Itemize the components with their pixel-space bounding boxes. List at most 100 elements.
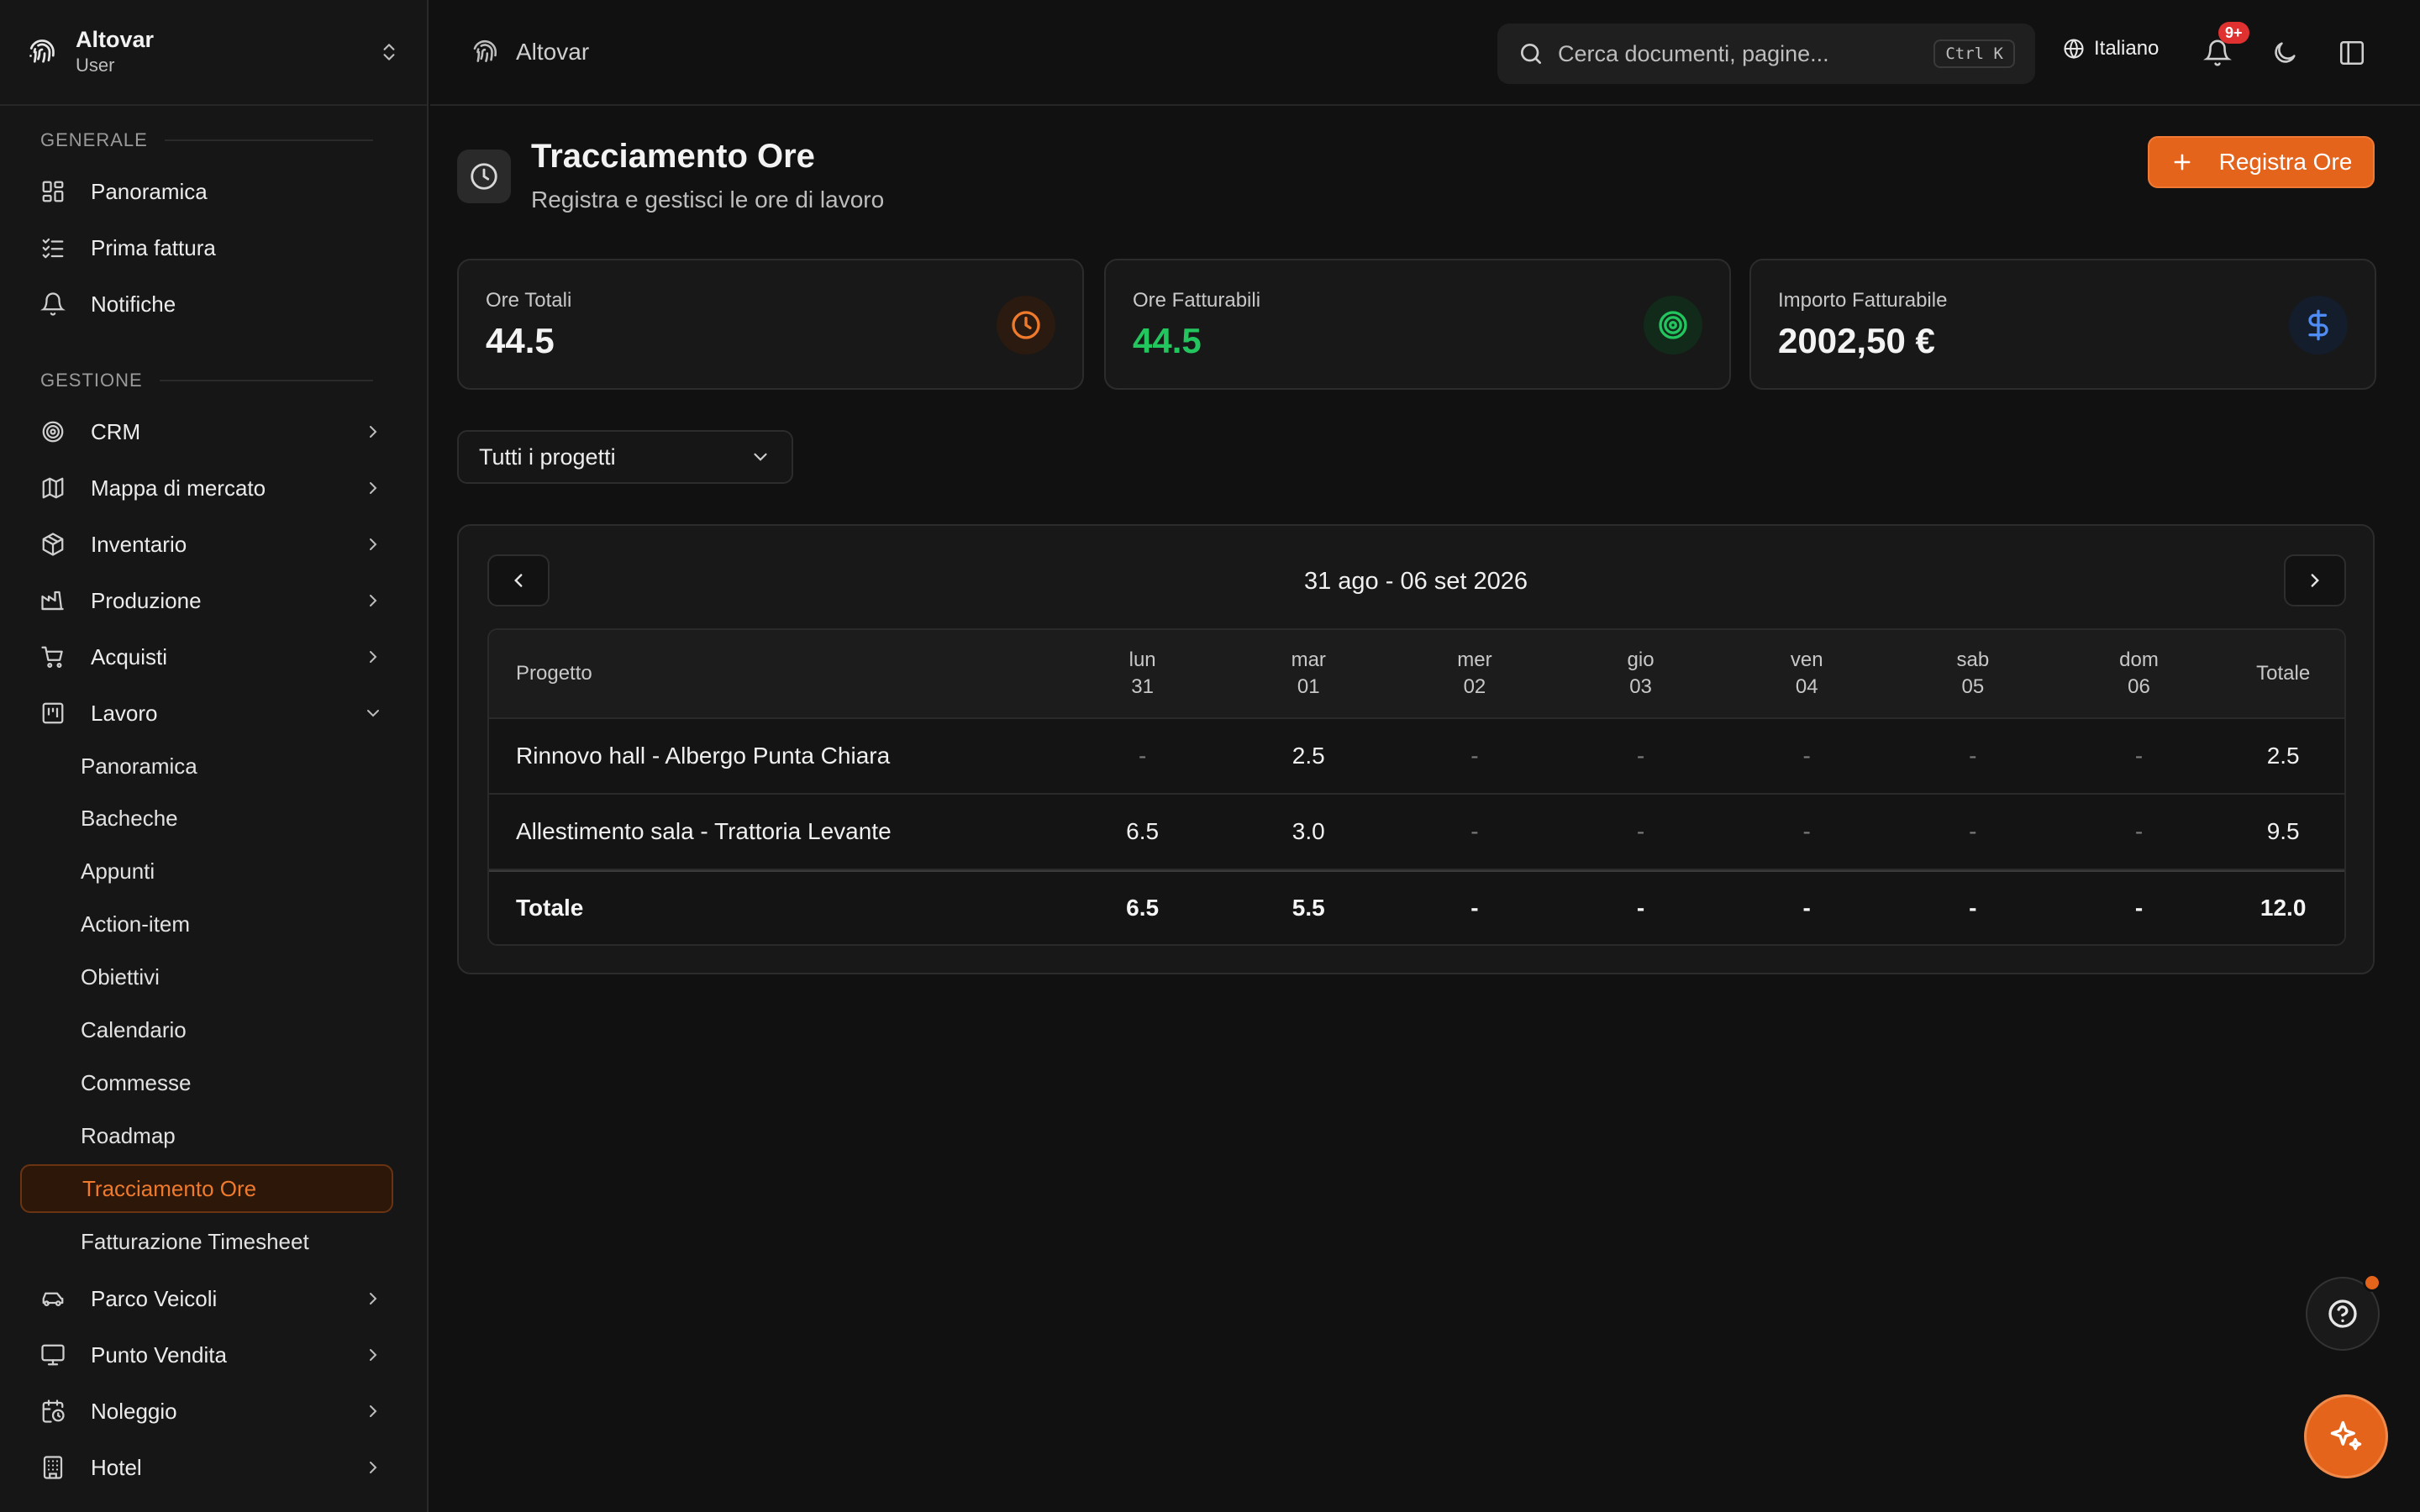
language-selector[interactable]: Italiano xyxy=(2062,37,2159,60)
previous-week-button[interactable] xyxy=(487,554,550,606)
stat-label: Ore Fatturabili xyxy=(1133,289,1261,312)
fingerprint-icon xyxy=(473,39,497,62)
hours-cell: 6.5 xyxy=(1126,818,1160,844)
column-header-day: gio 03 xyxy=(1627,648,1655,698)
plus-icon xyxy=(2174,154,2191,171)
clock-icon xyxy=(1012,311,1040,339)
package-icon xyxy=(42,533,64,556)
sidebar-subitem-roadmap[interactable]: Roadmap xyxy=(81,1122,176,1148)
table-row[interactable]: Allestimento sala - Trattoria Levante 6.… xyxy=(489,795,2344,870)
sidebar-item-acquisti[interactable]: Acquisti xyxy=(20,633,393,681)
workspace-name: Altovar xyxy=(76,27,155,52)
search-input[interactable] xyxy=(1558,40,1934,67)
stat-value: 2002,50 € xyxy=(1778,321,1935,360)
stat-card-billable-hours: Ore Fatturabili 44.5 xyxy=(1104,259,1731,390)
table-header: Progetto lun 31 mar 01 mer 02 gio 03 ven 04 s… xyxy=(489,630,2344,719)
chevron-right-icon xyxy=(370,595,377,606)
chevron-right-icon xyxy=(370,1293,377,1305)
sidebar-item-noleggio[interactable]: Noleggio xyxy=(20,1387,393,1436)
search-icon xyxy=(1521,44,1541,64)
help-indicator-dot xyxy=(2363,1273,2381,1292)
column-header-day: sab 05 xyxy=(1956,648,1990,698)
sidebar-item-lavoro[interactable]: Lavoro xyxy=(20,689,393,738)
chevron-right-icon xyxy=(2311,574,2319,587)
grand-total: 12.0 xyxy=(2260,895,2307,921)
moon-icon[interactable] xyxy=(2270,39,2299,67)
calendar-clock-icon xyxy=(42,1399,65,1423)
sidebar-item-notifiche[interactable]: Notifiche xyxy=(20,280,393,328)
checklist-icon xyxy=(42,238,64,259)
day-total: 6.5 xyxy=(1126,895,1160,921)
bell-icon xyxy=(40,292,66,316)
sidebar-subitem-tracciamento-ore[interactable]: Tracciamento Ore xyxy=(20,1164,393,1213)
project-filter-value: Tutti i progetti xyxy=(479,444,616,470)
chevron-left-icon xyxy=(514,574,523,587)
workspace-switcher[interactable]: Altovar User xyxy=(0,0,427,106)
table-row[interactable]: Rinnovo hall - Albergo Punta Chiara - 2.… xyxy=(489,719,2344,795)
register-hours-button[interactable]: Registra Ore xyxy=(2148,136,2375,188)
day-total: - xyxy=(1636,895,1645,921)
sidebar-item-label: Lavoro xyxy=(91,700,158,726)
sidebar-item-label: Produzione xyxy=(91,587,202,613)
ai-assistant-button[interactable] xyxy=(2304,1394,2388,1478)
page-icon xyxy=(457,150,511,203)
sidebar-item-label: Prima fattura xyxy=(91,234,216,260)
sidebar-item-label: Panoramica xyxy=(91,178,208,204)
column-header-day: lun 31 xyxy=(1128,648,1156,698)
sidebar-toggle-icon[interactable] xyxy=(2338,39,2366,67)
sidebar-item-label: Hotel xyxy=(91,1454,142,1480)
search-shortcut: Ctrl K xyxy=(1933,39,2015,68)
notification-badge: 9+ xyxy=(2218,22,2249,44)
column-header-project: Progetto xyxy=(516,662,592,685)
column-header-day: mar 01 xyxy=(1291,648,1326,698)
kanban-icon xyxy=(42,702,64,724)
project-name: Rinnovo hall - Albergo Punta Chiara xyxy=(516,743,891,769)
sidebar-item-mappa-di-mercato[interactable]: Mappa di mercato xyxy=(20,464,393,512)
day-total: - xyxy=(1470,895,1479,921)
sidebar-item-panoramica[interactable]: Panoramica xyxy=(20,167,393,216)
sidebar-item-prima-fattura[interactable]: Prima fattura xyxy=(20,223,393,272)
sidebar-item-produzione[interactable]: Produzione xyxy=(20,576,393,625)
hours-cell: - xyxy=(1636,818,1645,844)
next-week-button[interactable] xyxy=(2284,554,2346,606)
breadcrumb[interactable]: Altovar xyxy=(471,38,589,66)
sidebar-subitem-commesse[interactable]: Commesse xyxy=(81,1069,192,1095)
sidebar-item-inventario[interactable]: Inventario xyxy=(20,520,393,569)
hours-cell: - xyxy=(1969,818,1977,844)
sidebar-item-label: Acquisti xyxy=(91,643,168,669)
target-icon xyxy=(1659,311,1687,339)
sidebar-subitem-calendario[interactable]: Calendario xyxy=(81,1016,187,1042)
search-bar[interactable]: Ctrl K xyxy=(1497,24,2035,84)
sidebar-item-hotel[interactable]: Hotel xyxy=(20,1443,393,1492)
stat-value: 44.5 xyxy=(1133,321,1202,360)
sidebar-item-crm[interactable]: CRM xyxy=(20,407,393,456)
bell-icon[interactable] xyxy=(2203,39,2232,67)
sidebar-item-parco-veicoli[interactable]: Parco Veicoli xyxy=(20,1274,393,1323)
weekly-timesheet: 31 ago - 06 set 2026 Progetto lun 31 mar 0… xyxy=(457,524,2375,974)
section-label-general: GENERALE xyxy=(40,129,373,151)
hours-cell: 2.5 xyxy=(1292,743,1325,769)
chevron-right-icon xyxy=(370,482,377,494)
sidebar-item-label: Punto Vendita xyxy=(91,1341,227,1368)
project-name: Allestimento sala - Trattoria Levante xyxy=(516,818,892,844)
sidebar-subitem-panoramica[interactable]: Panoramica xyxy=(81,753,197,779)
dashboard-icon xyxy=(42,181,64,202)
project-filter-select[interactable]: Tutti i progetti xyxy=(457,430,793,484)
sidebar-subitem-action-item[interactable]: Action-item xyxy=(81,911,191,937)
chevron-down-icon xyxy=(754,453,767,461)
sidebar-subitem-appunti[interactable]: Appunti xyxy=(81,858,155,884)
day-total: 5.5 xyxy=(1292,895,1325,921)
sidebar-item-punto-vendita[interactable]: Punto Vendita xyxy=(20,1331,393,1379)
sidebar-subitem-bacheche[interactable]: Bacheche xyxy=(81,805,178,831)
timesheet-table: Progetto lun 31 mar 01 mer 02 gio 03 ven 04 s… xyxy=(487,628,2346,946)
monitor-icon xyxy=(41,1344,65,1366)
stat-label: Ore Totali xyxy=(486,289,572,312)
register-hours-label: Registra Ore xyxy=(2218,149,2353,175)
sidebar-subitem-obiettivi[interactable]: Obiettivi xyxy=(81,963,160,990)
breadcrumb-label: Altovar xyxy=(516,39,590,65)
sidebar-item-label: Parco Veicoli xyxy=(91,1285,218,1311)
page-title: Tracciamento Ore xyxy=(531,138,815,175)
sidebar-subitem-fatturazione-timesheet[interactable]: Fatturazione Timesheet xyxy=(81,1228,309,1254)
hours-cell: - xyxy=(2134,818,2144,844)
chevron-right-icon xyxy=(370,426,377,438)
